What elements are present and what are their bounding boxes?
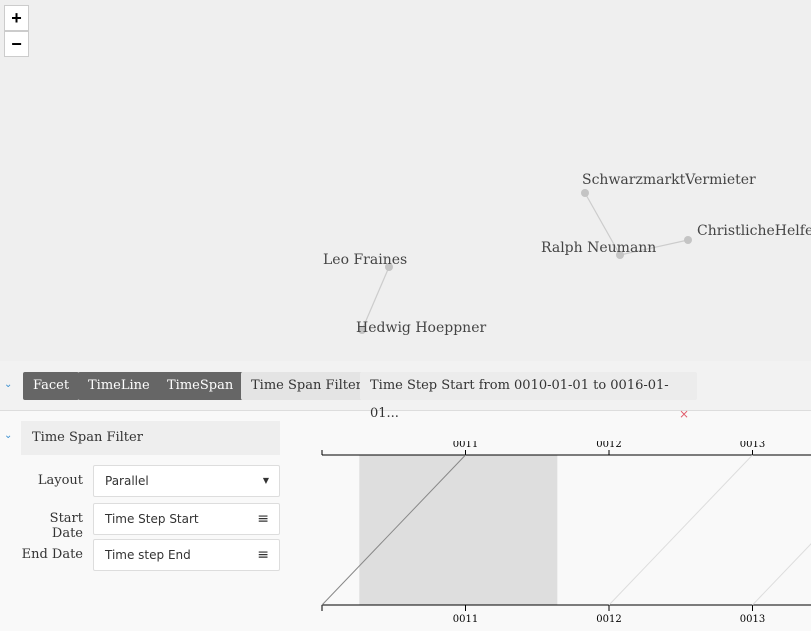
network-graph[interactable]: + − SchwarzmarktVermieter ChristlicheHelf… [0, 0, 811, 361]
graph-node [684, 236, 692, 244]
span-line [608, 454, 753, 606]
active-filter-name[interactable]: Time Span Filter [241, 372, 372, 400]
collapse-chevron-icon[interactable]: ⌄ [4, 379, 13, 390]
filter-bar: ⌄ Facet TimeLine TimeSpan Time Span Filt… [0, 361, 811, 421]
tick-label: 0012 [596, 441, 621, 450]
graph-node [616, 251, 624, 259]
tab-facet[interactable]: Facet [23, 372, 80, 400]
active-filter-chip[interactable]: Time Step Start from 0010-01-01 to 0016-… [360, 372, 697, 421]
tick-label: 0012 [596, 614, 621, 625]
node-label: Leo Fraines [323, 252, 407, 268]
remove-filter-icon[interactable]: × [679, 407, 690, 421]
timeline-chart[interactable]: 0011 0012 0013 0011 0012 0013 [321, 441, 811, 631]
panel-title[interactable]: Time Span Filter [21, 421, 280, 455]
graph-node [358, 326, 366, 334]
node-label: Ralph Neumann [541, 240, 656, 256]
zoom-out-button[interactable]: − [4, 31, 29, 57]
span-line [321, 454, 466, 606]
start-date-field[interactable]: Time Step Start ≡ [93, 503, 280, 535]
start-date-label: Start Date [49, 511, 83, 541]
tick-label: 0011 [453, 441, 478, 450]
tick-label: 0011 [453, 614, 478, 625]
layout-label: Layout [37, 473, 83, 488]
start-date-value: Time Step Start [105, 512, 199, 526]
layout-value: Parallel [105, 474, 149, 488]
graph-node [385, 263, 393, 271]
caret-down-icon: ▼ [262, 476, 269, 485]
menu-icon[interactable]: ≡ [257, 511, 269, 527]
brush-selection [359, 455, 558, 605]
tab-timeline[interactable]: TimeLine [78, 372, 160, 400]
node-label: SchwarzmarktVermieter [582, 172, 756, 188]
graph-edge [584, 192, 621, 256]
node-label: Hedwig Hoeppner [356, 320, 486, 336]
end-date-value: Time step End [105, 548, 191, 562]
menu-icon[interactable]: ≡ [257, 547, 269, 563]
graph-node [581, 189, 589, 197]
layout-select[interactable]: Parallel ▼ [93, 465, 280, 497]
tick-label: 0013 [740, 441, 765, 450]
end-date-label: End Date [21, 547, 83, 562]
graph-edge [361, 266, 390, 331]
graph-canvas: SchwarzmarktVermieter ChristlicheHelfer Ra… [323, 172, 811, 336]
end-date-field[interactable]: Time step End ≡ [93, 539, 280, 571]
graph-edge [619, 239, 689, 256]
filter-description: Time Step Start from 0010-01-01 to 0016-… [370, 378, 669, 421]
panel-collapse-chevron-icon[interactable]: ⌄ [4, 430, 13, 441]
tick-label: 0013 [740, 614, 765, 625]
zoom-in-button[interactable]: + [4, 5, 29, 31]
node-label: ChristlicheHelfer [697, 223, 811, 239]
span-line [752, 543, 811, 606]
tab-timespan[interactable]: TimeSpan [157, 372, 244, 400]
